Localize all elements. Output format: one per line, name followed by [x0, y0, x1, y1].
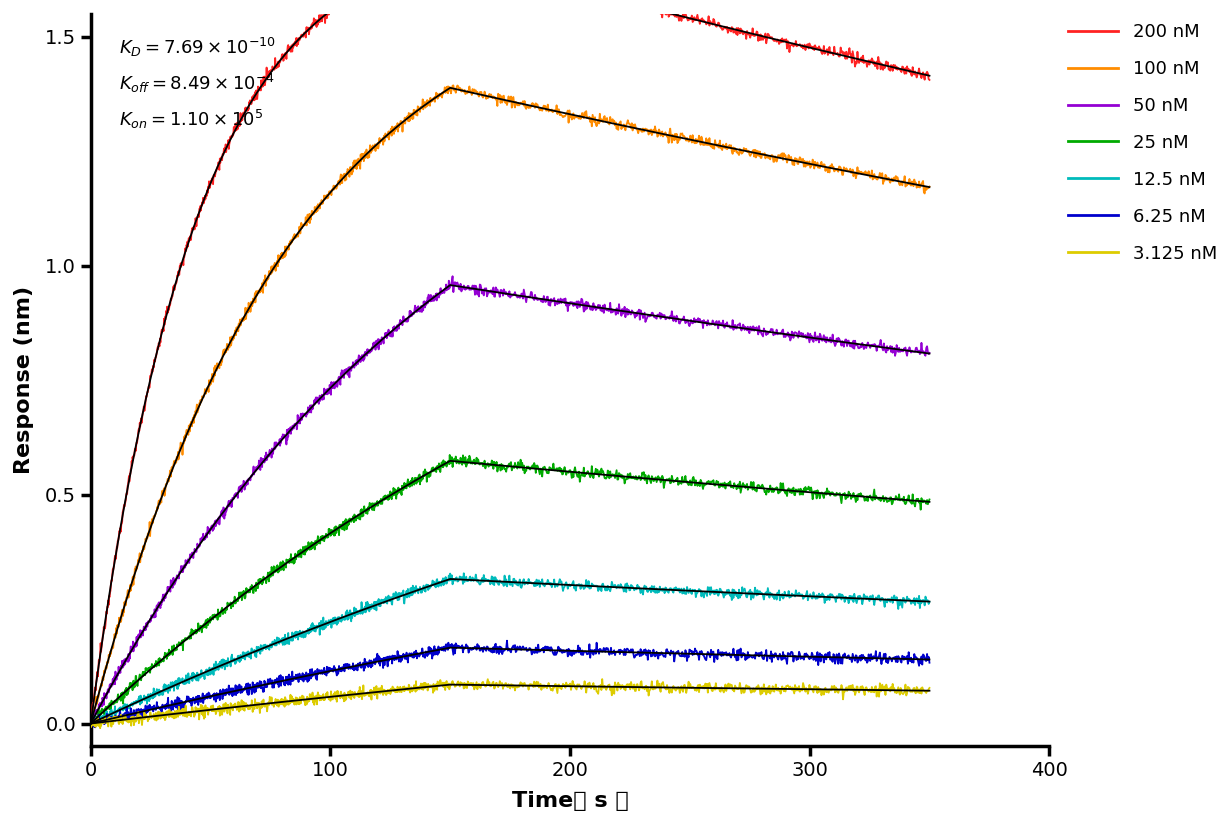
Y-axis label: Response (nm): Response (nm) — [14, 286, 34, 474]
X-axis label: Time（ s ）: Time（ s ） — [512, 791, 628, 811]
Legend: 200 nM, 100 nM, 50 nM, 25 nM, 12.5 nM, 6.25 nM, 3.125 nM: 200 nM, 100 nM, 50 nM, 25 nM, 12.5 nM, 6… — [1069, 23, 1217, 262]
Text: $K_D=7.69\times10^{-10}$
$K_{off}=8.49\times10^{-4}$
$K_{on}=1.10\times10^{5}$: $K_D=7.69\times10^{-10}$ $K_{off}=8.49\t… — [119, 35, 277, 130]
